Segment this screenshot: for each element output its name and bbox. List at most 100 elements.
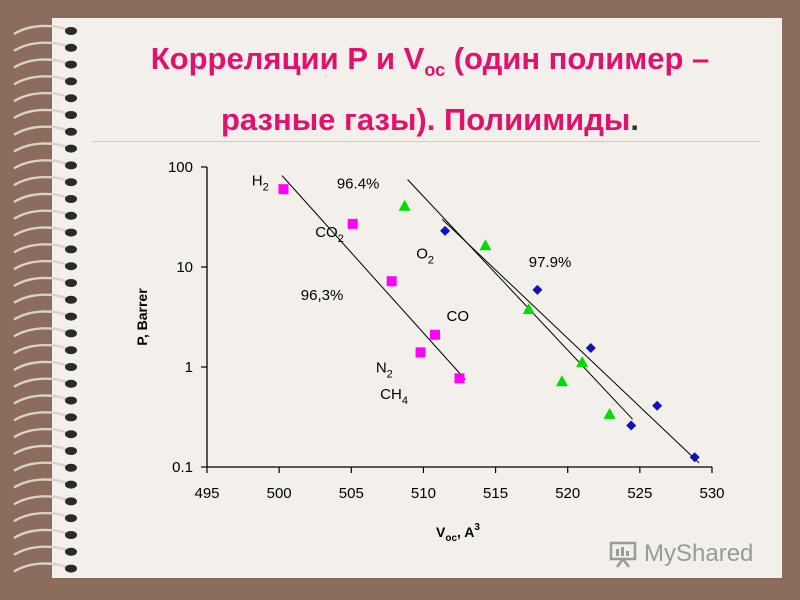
annotation-subscript: 2 <box>338 233 344 245</box>
fit-line <box>281 175 466 380</box>
title-line-2: разные газы). Полиимиды. <box>80 95 780 145</box>
spiral-hole <box>65 279 77 287</box>
spiral-ring <box>13 142 69 153</box>
spiral-hole <box>65 413 77 422</box>
y-tick-label: 100 <box>168 159 193 176</box>
x-axis-label-sup: 3 <box>474 522 480 533</box>
data-point-square <box>454 373 465 384</box>
title-divider <box>92 141 760 142</box>
spiral-hole <box>65 43 77 52</box>
spiral-hole <box>65 211 77 220</box>
x-tick-label: 510 <box>411 485 436 502</box>
spiral-ring <box>13 343 69 355</box>
spiral-hole <box>65 329 77 338</box>
data-point-triangle <box>398 199 411 211</box>
spiral-ring <box>13 394 69 405</box>
spiral-hole <box>65 480 77 489</box>
annotation-text: CO <box>315 224 338 241</box>
chart-annotation: CH4 <box>380 386 408 407</box>
chart-annotation: CO2 <box>315 224 344 245</box>
x-axis-label-tail: , A <box>457 524 474 540</box>
y-axis-label: P, Barrer <box>134 288 150 346</box>
spiral-hole <box>65 245 77 254</box>
spiral-ring <box>13 24 69 36</box>
spiral-ring <box>13 427 69 439</box>
spiral-ring <box>13 377 69 388</box>
annotation-subscript: 2 <box>387 369 393 381</box>
spiral-hole <box>65 363 77 371</box>
title-line1-subscript: ос <box>424 60 446 81</box>
annotation-text: CO <box>447 308 470 325</box>
y-tick-label: 10 <box>176 259 193 276</box>
spiral-hole <box>65 463 77 472</box>
spiral-hole <box>65 161 77 170</box>
spiral-hole <box>65 564 77 573</box>
spiral-ring <box>13 259 69 271</box>
spiral-ring <box>13 192 69 204</box>
spiral-hole <box>65 346 77 355</box>
spiral-ring <box>13 528 69 540</box>
x-axis-label: Voc, A3 <box>436 522 480 544</box>
spiral-ring <box>13 411 69 422</box>
annotation-subscript: 2 <box>428 254 434 266</box>
data-point-square <box>278 184 289 195</box>
spiral-binding <box>13 24 77 573</box>
spiral-ring <box>13 58 69 69</box>
spiral-ring <box>13 91 69 103</box>
spiral-hole <box>65 447 77 455</box>
spiral-ring <box>13 360 69 372</box>
chart-annotation: H2 <box>252 173 269 194</box>
spiral-hole <box>65 111 77 119</box>
spiral-ring <box>13 478 69 489</box>
data-point-diamond <box>626 420 637 431</box>
y-tick-label: 1 <box>185 359 193 376</box>
presentation-board-icon <box>609 541 637 568</box>
y-tick-label: 0.1 <box>172 459 193 476</box>
spiral-hole <box>65 77 77 86</box>
title-line2-dot: . <box>630 102 639 138</box>
chart-annotation: CO <box>447 308 470 325</box>
watermark: MyShared <box>608 536 753 572</box>
spiral-hole <box>65 228 77 237</box>
spiral-hole <box>65 396 77 405</box>
spiral-ring <box>13 444 69 456</box>
spiral-hole <box>65 60 77 69</box>
data-point-square <box>386 276 397 287</box>
data-point-diamond <box>689 452 700 463</box>
fit-line <box>441 218 700 464</box>
data-point-triangle <box>522 303 535 315</box>
spiral-ring <box>13 327 69 338</box>
annotation-text: O <box>416 245 428 262</box>
spiral-hole <box>65 127 77 136</box>
spiral-ring <box>13 175 69 187</box>
slide-background <box>52 18 782 578</box>
spiral-hole <box>65 531 77 539</box>
title-line-1: Корреляции P и Vос (один полимер – <box>80 34 780 95</box>
chart-annotation: O2 <box>416 245 434 266</box>
spiral-ring <box>13 108 69 120</box>
spiral-hole <box>65 379 77 388</box>
chart-annotation: 97.9% <box>529 254 572 271</box>
spiral-ring <box>13 461 69 472</box>
spiral-hole <box>65 497 77 506</box>
data-point-triangle <box>555 375 568 387</box>
spiral-ring <box>13 226 69 237</box>
spiral-ring <box>13 209 69 220</box>
spiral-ring <box>13 159 69 170</box>
spiral-ring <box>13 562 69 573</box>
chart-annotation: 96.4% <box>337 175 380 192</box>
x-tick-label: 500 <box>267 485 292 502</box>
data-point-diamond <box>532 284 543 295</box>
spiral-ring <box>13 293 69 304</box>
spiral-hole <box>65 195 77 203</box>
data-point-diamond <box>652 400 663 411</box>
spiral-hole <box>65 547 77 556</box>
spiral-hole <box>65 430 77 439</box>
spiral-ring <box>13 125 69 136</box>
annotation-text: 96,3% <box>301 287 344 304</box>
x-tick-label: 505 <box>339 485 364 502</box>
spiral-hole <box>65 178 77 187</box>
x-tick-label: 525 <box>627 485 652 502</box>
spiral-hole <box>65 144 77 153</box>
annotation-text: H <box>252 173 263 190</box>
